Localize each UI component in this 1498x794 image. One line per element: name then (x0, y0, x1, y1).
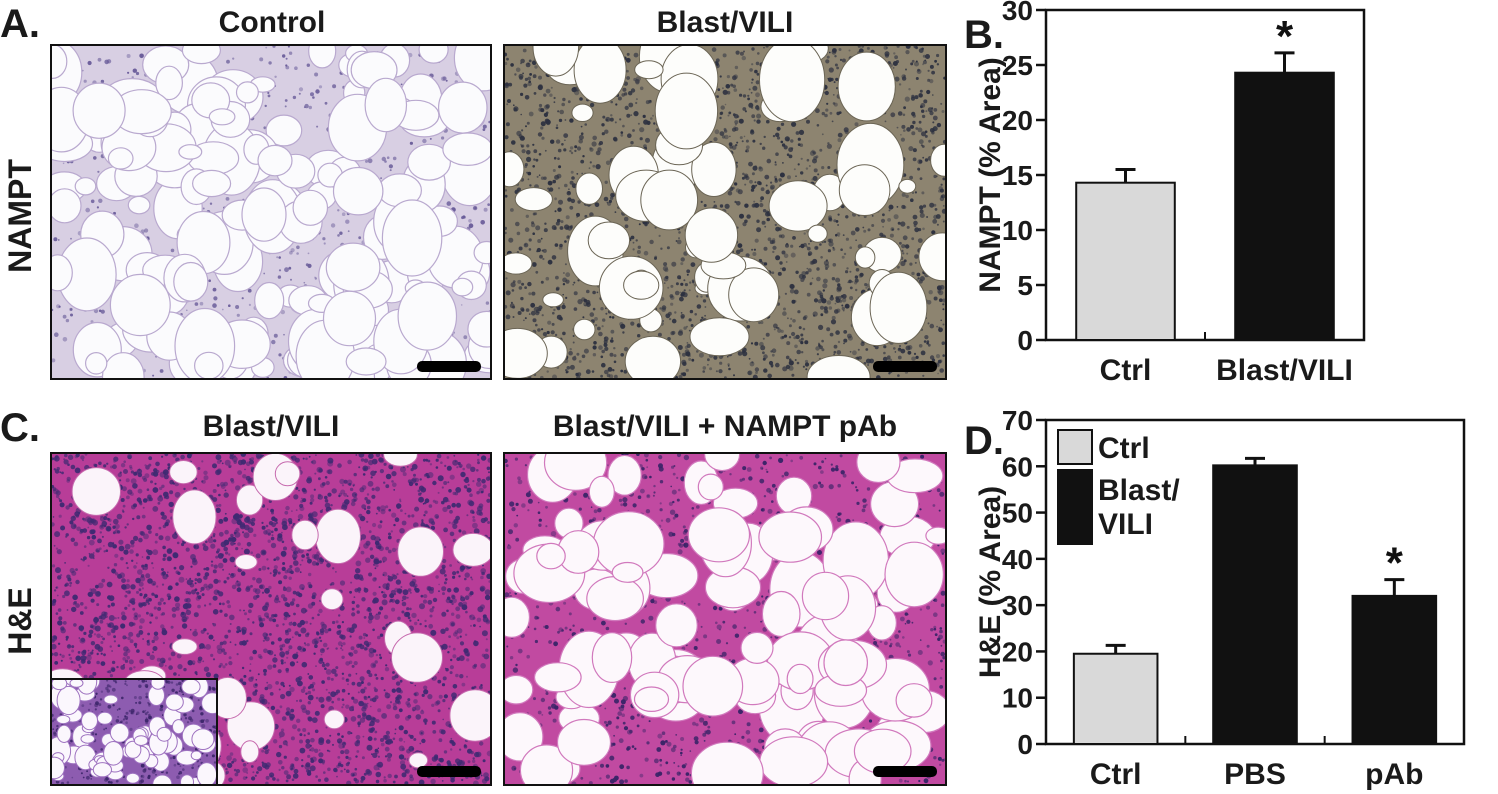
plot-frame (1044, 418, 1466, 746)
scale-bar (873, 361, 937, 372)
row-label-nampt: NAMPT (2, 159, 38, 273)
micrograph-he-blast-vili-pab (503, 452, 947, 786)
legend-label: Blast/VILI (1098, 474, 1180, 541)
y-tick-label: 70 (1002, 405, 1033, 436)
y-tick-label: 0 (1017, 325, 1033, 356)
image-title-blast-vili-he: Blast/VILI (202, 410, 340, 443)
scale-bar (873, 766, 937, 777)
y-axis-label: H&E (% Area) (974, 486, 1007, 678)
legend-label: Ctrl (1098, 432, 1150, 465)
x-category-label: Blast/VILI (1216, 354, 1353, 387)
y-tick-label: 30 (1002, 590, 1033, 621)
panel-a-letter: A. (0, 2, 40, 46)
scale-bar (417, 766, 481, 777)
panel-letter: B. (964, 13, 1004, 57)
row-label-he: H&E (2, 587, 38, 655)
y-tick-label: 60 (1002, 451, 1033, 482)
micrograph-inset-control (50, 678, 218, 786)
legend-swatch (1057, 429, 1093, 465)
bar-ctrl (1075, 181, 1176, 341)
bar-pab (1351, 594, 1438, 746)
x-category-label: pAb (1365, 758, 1423, 791)
x-category-label: Ctrl (1100, 354, 1152, 387)
y-tick-label: 10 (1002, 683, 1033, 714)
legend-swatch (1057, 469, 1093, 545)
micrograph-nampt-blast-vili (503, 44, 947, 380)
y-tick-label: 40 (1002, 544, 1033, 575)
y-axis-label: NAMPT (% Area) (974, 57, 1007, 293)
scale-bar (417, 361, 481, 372)
bar-pbs (1212, 464, 1298, 745)
image-title-blast-vili-pab: Blast/VILI + NAMPT pAb (552, 410, 898, 443)
bar-ctrl (1072, 652, 1159, 745)
x-category-label: Ctrl (1090, 758, 1142, 791)
y-tick-label: 0 (1017, 729, 1033, 760)
y-tick-label: 20 (1002, 105, 1033, 136)
image-title-blast-vili-nampt: Blast/VILI (656, 6, 794, 39)
y-tick-label: 50 (1002, 498, 1033, 529)
y-tick-label: 5 (1017, 270, 1033, 301)
x-category-label: PBS (1224, 758, 1286, 791)
significance-marker: * (1386, 539, 1404, 588)
panel-c-letter: C. (0, 406, 40, 450)
micrograph-nampt-control (50, 44, 492, 380)
y-tick-label: 20 (1002, 636, 1033, 667)
panel-letter: D. (964, 419, 1004, 463)
y-tick-label: 10 (1002, 215, 1033, 246)
bar-blast-vili (1234, 71, 1335, 341)
y-tick-label: 30 (1002, 0, 1033, 26)
y-tick-label: 25 (1002, 50, 1033, 81)
image-title-control: Control (218, 6, 326, 39)
plot-frame (1044, 8, 1366, 342)
y-tick-label: 15 (1002, 160, 1033, 191)
significance-marker: * (1276, 12, 1294, 61)
